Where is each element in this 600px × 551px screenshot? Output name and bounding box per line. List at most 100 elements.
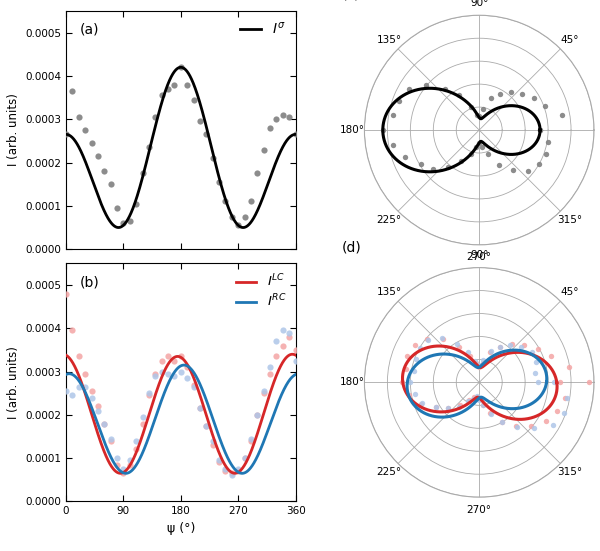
Point (409, 366, 418, 375)
Text: (b): (b) (80, 276, 100, 289)
Point (466, 149, 475, 158)
Point (478, 401, 488, 409)
Point (259, 387, 268, 396)
Point (508, 166, 518, 175)
Point (416, 159, 425, 168)
Point (125, 217, 134, 225)
Point (61, 289, 71, 298)
Point (170, 356, 179, 365)
Point (530, 368, 539, 377)
Point (552, 406, 562, 415)
Point (443, 404, 453, 413)
Point (541, 417, 551, 425)
Point (68, 326, 77, 335)
Point (422, 334, 432, 343)
Point (475, 395, 484, 404)
Point (208, 441, 217, 450)
Point (518, 89, 527, 98)
Point (253, 410, 262, 419)
Point (454, 342, 463, 351)
Point (472, 111, 481, 120)
Point (61, 387, 71, 396)
Point (470, 356, 480, 365)
Point (170, 80, 179, 89)
Point (291, 130, 301, 139)
Point (557, 111, 566, 120)
Point (80, 369, 90, 378)
Point (478, 401, 488, 409)
Point (406, 378, 415, 387)
Point (253, 410, 262, 419)
Point (564, 362, 574, 371)
Point (265, 369, 275, 378)
Point (106, 434, 115, 443)
Point (93, 402, 103, 410)
Point (475, 112, 484, 121)
Point (485, 348, 495, 356)
Point (454, 91, 464, 100)
Point (389, 111, 398, 120)
Point (202, 422, 211, 430)
Point (227, 212, 236, 221)
Point (544, 138, 553, 147)
Point (221, 467, 230, 476)
Point (246, 434, 256, 443)
Point (519, 341, 529, 349)
Point (415, 343, 424, 352)
Point (272, 337, 281, 345)
Point (506, 88, 516, 96)
Point (259, 145, 268, 154)
Point (138, 169, 148, 178)
Point (401, 365, 410, 374)
Point (438, 335, 448, 344)
Point (486, 93, 496, 102)
Point (144, 391, 154, 400)
Point (497, 418, 507, 426)
Point (529, 424, 539, 433)
Point (74, 112, 83, 121)
Point (131, 199, 141, 208)
Point (428, 165, 437, 174)
Point (233, 464, 243, 473)
Point (163, 369, 173, 378)
Point (478, 143, 487, 152)
Point (395, 96, 404, 105)
Point (478, 359, 487, 368)
Point (483, 149, 493, 158)
Point (182, 363, 192, 371)
Point (151, 369, 160, 378)
Point (182, 80, 192, 89)
Point (457, 156, 466, 165)
Point (495, 90, 505, 99)
Point (265, 123, 275, 132)
Point (410, 390, 419, 398)
Point (119, 469, 128, 478)
Legend: $I^\sigma$: $I^\sigma$ (238, 18, 289, 40)
Point (400, 153, 410, 161)
Point (440, 84, 449, 93)
Point (505, 341, 515, 350)
Point (472, 143, 481, 152)
Point (563, 393, 572, 402)
Point (131, 445, 141, 454)
Point (176, 63, 185, 72)
Point (494, 160, 504, 169)
Point (291, 345, 301, 354)
Point (87, 393, 97, 402)
Point (431, 403, 441, 412)
Point (93, 152, 103, 160)
Point (119, 219, 128, 228)
Point (291, 356, 301, 365)
Point (119, 464, 128, 473)
Point (475, 394, 484, 403)
Point (527, 348, 537, 356)
Point (437, 334, 447, 343)
Point (541, 150, 551, 159)
Point (189, 380, 199, 389)
Legend: $I^{LC}$, $I^{RC}$: $I^{LC}$, $I^{RC}$ (234, 270, 289, 312)
Point (431, 403, 441, 412)
Point (246, 436, 256, 445)
Point (202, 130, 211, 139)
Point (485, 408, 495, 417)
Point (472, 392, 482, 401)
